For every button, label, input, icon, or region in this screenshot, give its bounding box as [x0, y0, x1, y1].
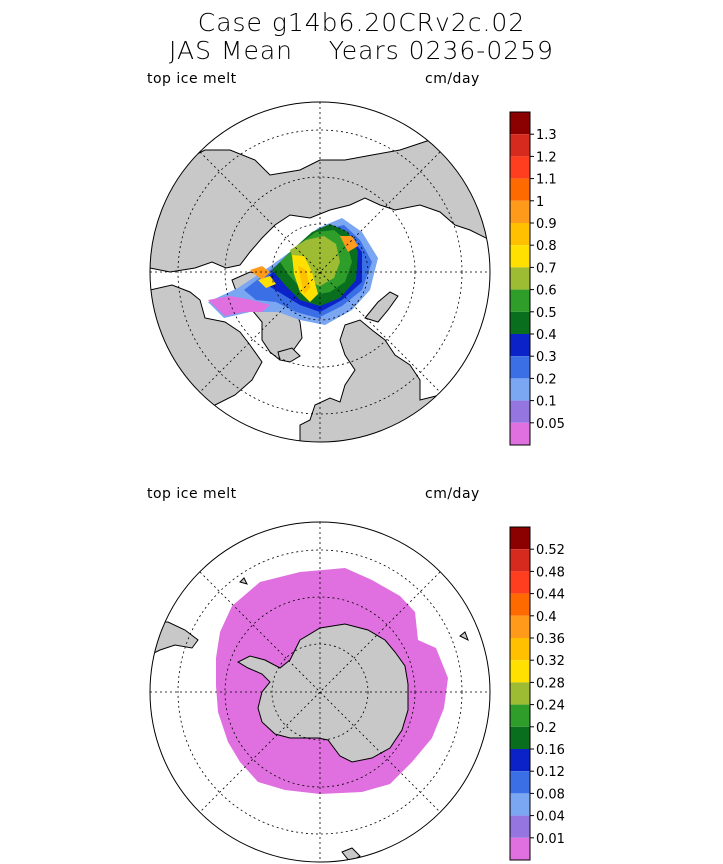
north-colorbar-swatch: [510, 112, 530, 135]
north-colorbar-swatch: [510, 378, 530, 401]
south-colorbar-swatch: [510, 837, 530, 860]
south-colorbar-swatch: [510, 682, 530, 705]
south-colorbar-label: 0.12: [536, 765, 565, 780]
south-colorbar-label: 0.28: [536, 676, 565, 691]
south-colorbar-label: 0.36: [536, 632, 565, 647]
south-colorbar-border: [509, 526, 531, 861]
north-colorbar-label: 0.3: [536, 350, 557, 365]
north-polar-map: [149, 101, 491, 443]
south-colorbar-label: 0.2: [536, 721, 557, 736]
north-colorbar-label: 0.05: [536, 417, 565, 432]
south-colorbar-swatch: [510, 571, 530, 594]
south-colorbar-swatch: [510, 771, 530, 794]
north-colorbar-label: 0.7: [536, 261, 557, 276]
south-colorbar-swatch: [510, 704, 530, 727]
south-colorbar-swatch: [510, 660, 530, 683]
north-colorbar-border: [509, 111, 531, 446]
north-colorbar-label: 0.4: [536, 328, 557, 343]
north-colorbar-swatch: [510, 311, 530, 334]
north-units-label: cm/day: [425, 71, 480, 87]
south-colorbar-swatch: [510, 793, 530, 816]
south-colorbar: 0.52 0.48 0.44 0.4 0.36 0.32 0.28 0.24 0.2 0.16 0.…: [509, 526, 565, 861]
north-colorbar-label: 1.3: [536, 128, 557, 143]
north-colorbar-swatch: [510, 356, 530, 379]
south-colorbar-swatch: [510, 815, 530, 838]
south-colorbar-swatch: [510, 593, 530, 616]
title-line-2: JAS Mean Years 0236-0259: [169, 36, 554, 65]
north-colorbar: 1.3 1.2 1.1 1 0.9 0.8 0.7 0.6 0.5 0.4 0.3 0.2 0.1 0.0…: [509, 111, 565, 446]
south-graticule: [150, 522, 490, 862]
south-map-border: [149, 521, 491, 863]
south-colorbar-label: 0.44: [536, 588, 565, 603]
north-colorbar-label: 1.2: [536, 150, 557, 165]
south-colorbar-swatch: [510, 749, 530, 772]
north-map-border: [149, 101, 491, 443]
north-colorbar-label: 0.9: [536, 217, 557, 232]
north-colorbar-label: 0.5: [536, 306, 557, 321]
north-colorbar-swatch: [510, 267, 530, 290]
north-colorbar-swatch: [510, 245, 530, 268]
north-field-label: top ice melt: [147, 71, 237, 87]
north-colorbar-swatch: [510, 289, 530, 312]
north-colorbar-label: 0.8: [536, 239, 557, 254]
south-colorbar-swatch: [510, 638, 530, 661]
south-land-antarctica: [236, 623, 409, 763]
south-colorbar-label: 0.48: [536, 565, 565, 580]
north-colorbar-swatch: [510, 178, 530, 201]
north-colorbar-swatch: [510, 400, 530, 423]
south-colorbar-swatch: [510, 549, 530, 572]
north-colorbar-label: 1.1: [536, 173, 557, 188]
south-colorbar-swatch: [510, 615, 530, 638]
south-colorbar-label: 0.32: [536, 654, 565, 669]
title-line-1: Case g14b6.20CRv2c.02: [197, 8, 526, 37]
north-colorbar-label: 0.1: [536, 395, 557, 410]
north-colorbar-swatch: [510, 223, 530, 246]
north-colorbar-label: 0.6: [536, 284, 557, 299]
south-colorbar-label: 0.16: [536, 743, 565, 758]
south-colorbar-label: 0.04: [536, 810, 565, 825]
south-units-label: cm/day: [425, 486, 480, 502]
north-colorbar-label: 1: [536, 195, 544, 210]
south-colorbar-swatch: [510, 726, 530, 749]
north-colorbar-swatch: [510, 156, 530, 179]
south-colorbar-label: 0.4: [536, 610, 557, 625]
north-graticule: [150, 102, 490, 442]
south-field-label: top ice melt: [147, 486, 237, 502]
south-colorbar-swatch: [510, 527, 530, 550]
south-colorbar-label: 0.01: [536, 832, 565, 847]
south-colorbar-label: 0.24: [536, 699, 565, 714]
north-colorbar-swatch: [510, 422, 530, 445]
north-melt-field: [208, 218, 378, 325]
south-colorbar-label: 0.52: [536, 543, 565, 558]
north-colorbar-label: 0.2: [536, 372, 557, 387]
south-polar-map: [149, 521, 491, 863]
south-colorbar-label: 0.08: [536, 787, 565, 802]
north-colorbar-swatch: [510, 334, 530, 357]
north-colorbar-swatch: [510, 200, 530, 223]
north-colorbar-swatch: [510, 134, 530, 157]
